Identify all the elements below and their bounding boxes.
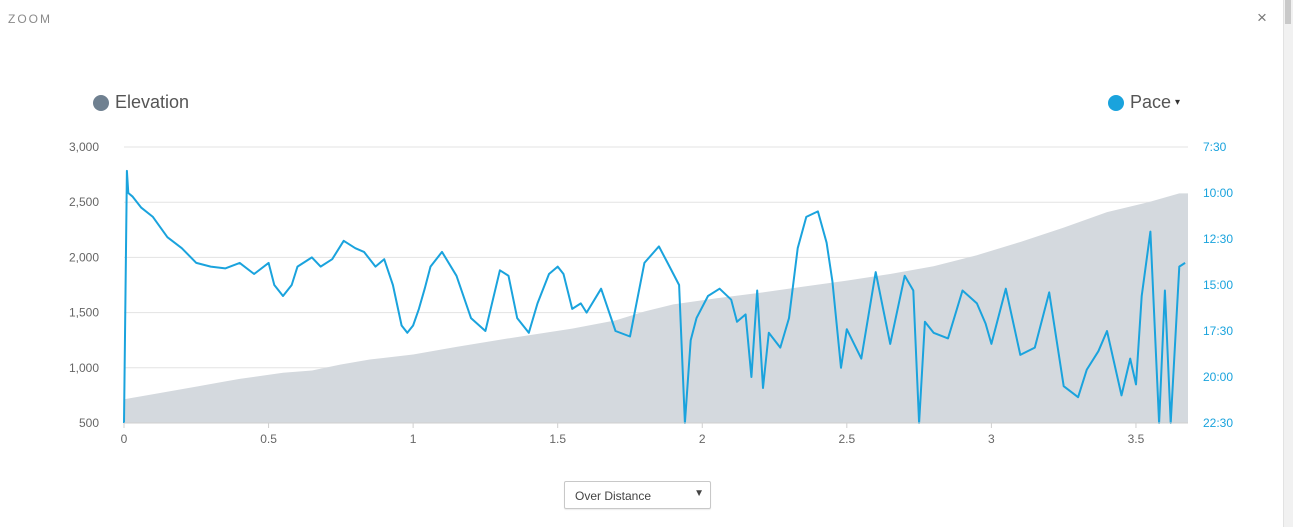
elevation-legend-label: Elevation — [115, 92, 190, 112]
right-axis-tick: 20:00 — [1203, 370, 1233, 384]
scrollbar-thumb[interactable] — [1285, 0, 1291, 24]
left-axis-tick: 2,000 — [69, 250, 99, 264]
right-axis-tick: 22:30 — [1203, 416, 1233, 430]
x-axis-mode-select[interactable]: Over Distance ▼ — [564, 481, 711, 509]
x-axis-tick: 0.5 — [260, 432, 277, 446]
scrollbar-track[interactable] — [1283, 0, 1293, 527]
elevation-legend-dot — [93, 94, 109, 111]
pace-legend-label: Pace — [1130, 92, 1172, 112]
left-axis-tick: 500 — [79, 416, 99, 430]
x-axis-tick: 1.5 — [549, 432, 566, 446]
modal-title: ZOOM — [8, 12, 52, 26]
x-axis-mode-value: Over Distance — [575, 489, 652, 503]
legend-item-pace[interactable]: Pace ▾ — [1108, 92, 1180, 113]
x-axis-tick: 0 — [121, 432, 128, 446]
x-axis-tick: 2 — [699, 432, 706, 446]
pace-legend-dot — [1108, 94, 1124, 111]
right-axis-tick: 12:30 — [1203, 232, 1233, 246]
x-axis-tick: 2.5 — [838, 432, 855, 446]
right-axis-tick: 17:30 — [1203, 324, 1233, 338]
pace-line — [123, 169, 1186, 424]
left-axis-tick: 1,500 — [69, 306, 99, 320]
elevation-area — [124, 193, 1188, 423]
right-axis-tick: 7:30 — [1203, 140, 1227, 154]
left-axis-tick: 3,000 — [69, 140, 99, 154]
dropdown-arrow-icon: ▼ — [694, 488, 704, 499]
legend-item-elevation[interactable]: Elevation — [93, 92, 189, 113]
left-axis-tick: 1,000 — [69, 361, 99, 375]
chevron-down-icon[interactable]: ▾ — [1175, 97, 1181, 108]
left-axis-tick: 2,500 — [69, 195, 99, 209]
x-axis-tick: 3 — [988, 432, 995, 446]
right-axis-tick: 10:00 — [1203, 186, 1233, 200]
x-axis-tick: 1 — [410, 432, 417, 446]
right-axis-tick: 15:00 — [1203, 278, 1233, 292]
x-axis-tick: 3.5 — [1128, 432, 1145, 446]
close-icon[interactable]: × — [1257, 8, 1267, 27]
